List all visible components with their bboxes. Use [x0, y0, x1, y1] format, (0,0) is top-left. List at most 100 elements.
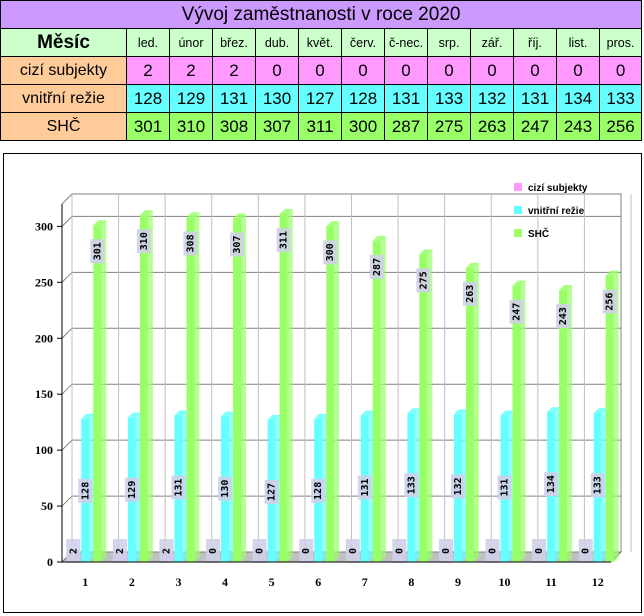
table-cell: 2 — [169, 56, 213, 85]
bar — [605, 275, 614, 562]
data-label-bg — [276, 228, 291, 253]
bar — [93, 225, 102, 562]
bar-side — [427, 249, 433, 562]
x-tick-label: 8 — [408, 575, 414, 589]
table-cell: 131 — [513, 84, 557, 113]
data-label-bg — [345, 539, 360, 563]
data-label: 0 — [301, 548, 312, 554]
data-label-bg — [112, 539, 127, 563]
x-tick-label: 10 — [499, 575, 511, 589]
data-label: 128 — [313, 482, 324, 500]
table-cell: 129 — [169, 84, 213, 113]
month-header-cell: led. — [126, 28, 170, 57]
month-header-cell: list. — [556, 28, 600, 57]
table-cell: 263 — [470, 112, 514, 141]
data-label: 0 — [348, 548, 359, 554]
data-label-bg — [404, 473, 419, 498]
legend-swatch — [514, 183, 522, 191]
bar-side — [287, 209, 293, 562]
y-tick-label: 50 — [41, 499, 53, 513]
data-label-bg — [438, 539, 453, 563]
data-label: 0 — [534, 548, 545, 554]
bar-top — [465, 262, 479, 268]
table-cell: 243 — [556, 112, 600, 141]
data-label: 2 — [161, 548, 172, 554]
data-label: 263 — [465, 285, 476, 303]
bar-top — [93, 220, 107, 226]
y-tick-label: 100 — [35, 443, 53, 457]
bar — [233, 218, 242, 562]
data-label: 0 — [488, 548, 499, 554]
bar-top — [267, 414, 281, 420]
bar-top — [453, 409, 467, 415]
y-tick-label: 300 — [35, 219, 53, 233]
bar-side — [613, 270, 619, 562]
table-cell: 256 — [598, 112, 643, 141]
month-header-cell: zář. — [470, 28, 514, 57]
data-label: 131 — [173, 478, 184, 496]
chart-area: 0 50 100 150 200 250 300 2 128 301 1 2 129 310 2 2 131 30… — [3, 153, 642, 613]
data-label: 2 — [115, 548, 126, 554]
bar-side — [147, 210, 153, 562]
data-label-bg — [311, 478, 326, 503]
data-label-bg — [171, 475, 186, 500]
bar-side — [241, 213, 247, 562]
row-label: vnitřní režie — [0, 84, 127, 113]
y-tick-label: 0 — [47, 555, 53, 569]
data-label-bg — [392, 539, 407, 563]
data-label-bg — [578, 539, 593, 563]
data-label-bg — [369, 254, 384, 279]
bar-side — [473, 262, 479, 562]
data-label: 0 — [394, 548, 405, 554]
data-label-bg — [299, 539, 314, 563]
data-label-bg — [206, 539, 221, 563]
data-label-bg — [78, 478, 93, 503]
bar-side — [520, 280, 526, 562]
bar-top — [500, 410, 514, 416]
data-label-bg — [532, 539, 547, 563]
employment-table: Vývoj zaměstnanosti v roce 2020 Měsíc le… — [0, 0, 643, 141]
x-tick-label: 3 — [175, 575, 181, 589]
bar — [186, 217, 195, 563]
bar-top — [419, 249, 433, 255]
month-header-cell: únor — [169, 28, 213, 57]
bar-top — [279, 209, 293, 215]
data-label: 130 — [220, 480, 231, 498]
data-label: 311 — [279, 231, 290, 249]
month-header-cell: pros. — [598, 28, 643, 57]
bar — [419, 254, 428, 562]
bar-top — [233, 213, 247, 219]
bar-top — [221, 411, 235, 417]
month-header-cell: říj. — [513, 28, 557, 57]
month-header-cell: srp. — [427, 28, 471, 57]
data-label-bg — [124, 477, 139, 502]
data-label-bg — [230, 232, 245, 257]
month-header-cell: č-nec. — [384, 28, 428, 57]
bar — [559, 290, 568, 562]
bar — [512, 285, 521, 562]
x-tick-label: 11 — [545, 575, 556, 589]
legend-swatch — [514, 206, 522, 214]
data-label: 133 — [593, 476, 604, 494]
table-row: vnitřní režie 128 129 131 130 127 128 131 133 13… — [0, 84, 643, 113]
data-label: 128 — [80, 482, 91, 500]
table-cell: 130 — [255, 84, 299, 113]
data-label: 2 — [68, 548, 79, 554]
table-cell: 0 — [255, 56, 299, 85]
table-cell: 310 — [169, 112, 213, 141]
month-header-cell: květ. — [298, 28, 342, 57]
month-header-cell: červ. — [341, 28, 385, 57]
data-label-bg — [159, 539, 174, 563]
x-tick-label: 4 — [222, 575, 228, 589]
y-tick-label: 150 — [35, 387, 53, 401]
table-cell: 128 — [126, 84, 170, 113]
data-label: 127 — [267, 483, 278, 501]
data-label: 134 — [546, 475, 557, 493]
bar-top — [372, 235, 386, 241]
data-label-bg — [485, 539, 500, 563]
bar-top — [326, 221, 340, 227]
table-cell: 0 — [513, 56, 557, 85]
data-label-bg — [497, 475, 512, 500]
bar-top — [360, 410, 374, 416]
